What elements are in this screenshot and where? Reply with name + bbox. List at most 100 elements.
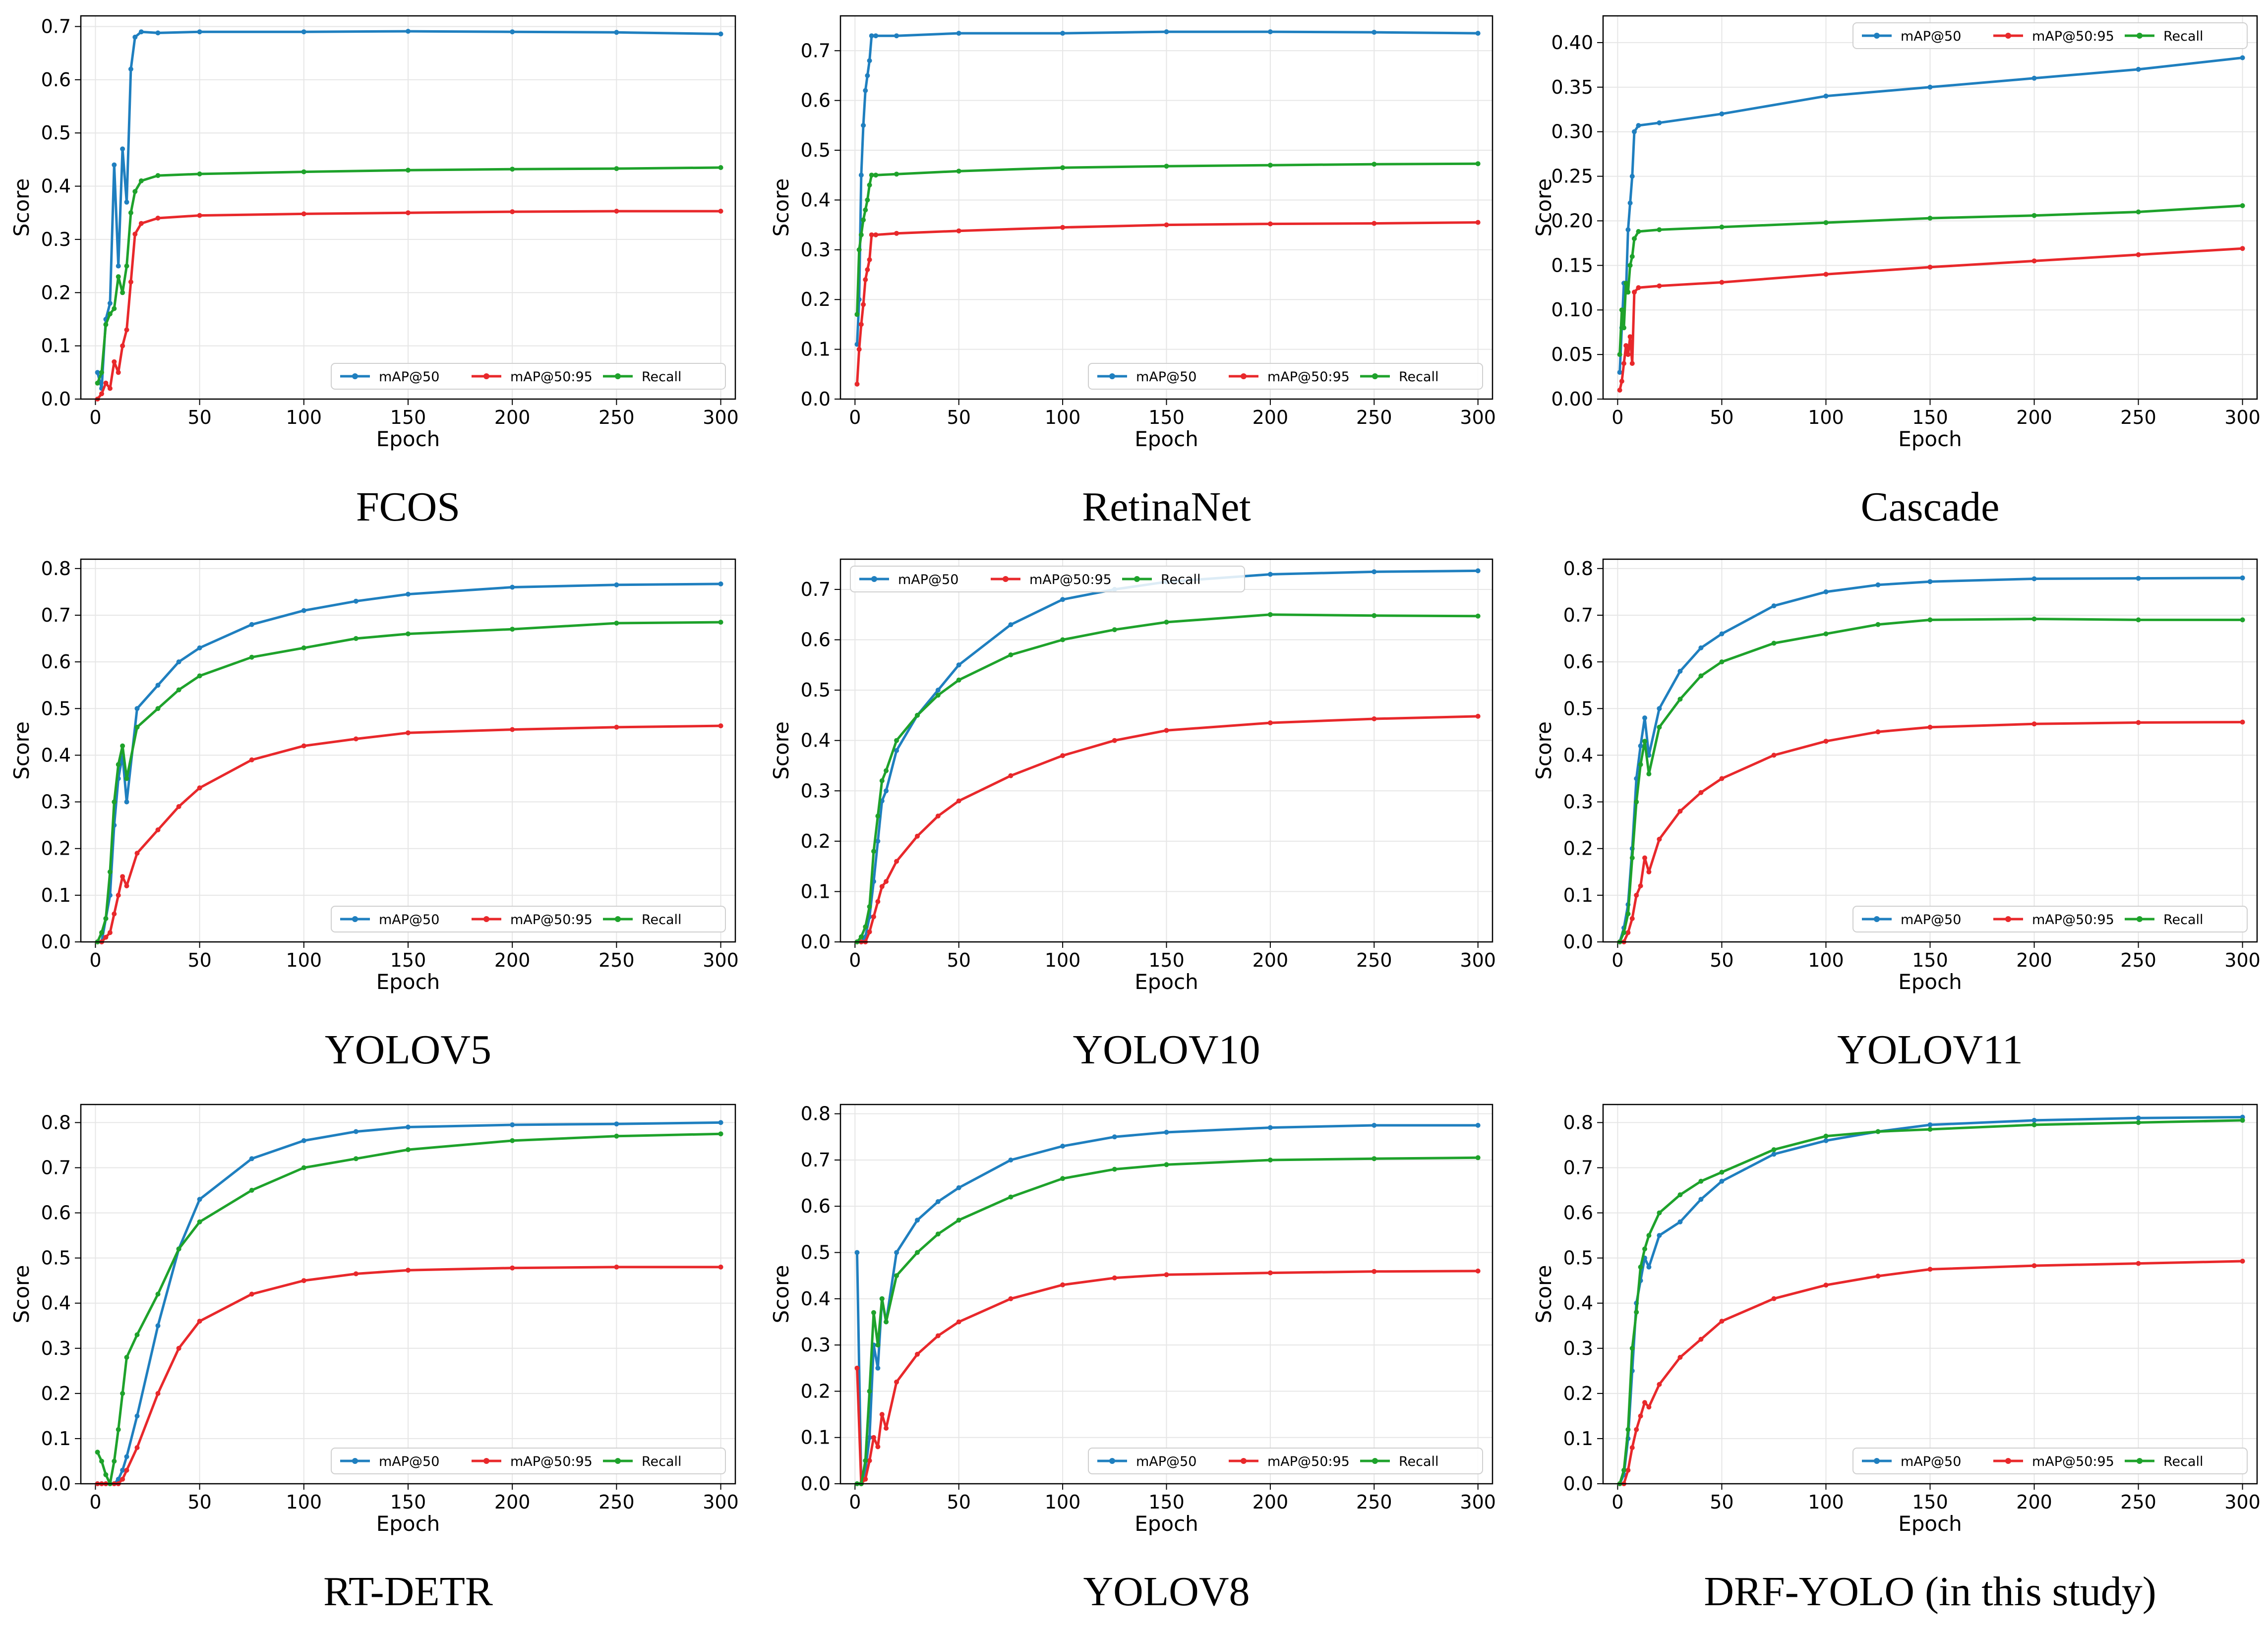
y-tick-label: 0.1 (801, 339, 831, 360)
plot-frame (80, 558, 736, 943)
y-tick-label: 0.4 (41, 1292, 71, 1314)
y-tick-label: 0.3 (1563, 791, 1593, 813)
x-tick-label: 200 (494, 949, 531, 971)
legend-swatch-marker (2005, 33, 2011, 39)
x-axis-label: Epoch (376, 970, 440, 994)
data-point-map-50-95 (176, 804, 181, 809)
data-point-map-50 (1927, 1122, 1933, 1127)
data-point-map-50-95 (1698, 1337, 1704, 1342)
legend-swatch-marker (483, 373, 489, 379)
data-point-recall (867, 904, 872, 909)
data-point-recall (1475, 1155, 1481, 1161)
legend-swatch-marker (2005, 916, 2011, 922)
data-point-recall (155, 173, 161, 178)
data-point-map-50-95 (884, 879, 889, 884)
x-tick-label: 250 (598, 1491, 635, 1513)
data-point-map-50-95 (120, 874, 125, 879)
data-point-recall (1634, 799, 1639, 805)
legend-label: Recall (1399, 369, 1439, 385)
data-point-map-50-95 (718, 1264, 723, 1270)
x-tick-label: 200 (2016, 1491, 2052, 1513)
data-point-recall (1642, 739, 1647, 744)
data-point-map-50-95 (614, 724, 619, 730)
data-point-recall (103, 916, 109, 921)
data-point-recall (879, 1296, 885, 1301)
data-point-map-50-95 (132, 232, 138, 237)
data-point-map-50-95 (301, 743, 306, 749)
y-axis-label: Score (1532, 721, 1556, 780)
data-point-map-50 (155, 1323, 161, 1329)
y-tick-label: 0.0 (1563, 1473, 1593, 1495)
data-point-map-50-95 (1646, 869, 1652, 874)
data-point-map-50-95 (107, 386, 113, 391)
data-point-recall (871, 1310, 876, 1315)
data-point-map-50-95 (1642, 855, 1647, 861)
legend-label: mAP@50:95 (1267, 1454, 1350, 1469)
x-tick-label: 300 (703, 1491, 739, 1513)
data-point-map-50 (134, 1413, 140, 1419)
y-tick-label: 0.3 (801, 239, 831, 261)
data-point-map-50-95 (915, 833, 920, 839)
x-axis-label: Epoch (1134, 427, 1198, 451)
data-point-map-50 (1677, 669, 1683, 674)
y-axis-label: Score (769, 721, 793, 780)
legend-swatch-marker (2137, 33, 2143, 39)
data-point-recall (99, 370, 104, 375)
data-point-map-50-95 (1625, 930, 1631, 935)
data-point-recall (1372, 613, 1377, 618)
data-point-map-50 (1475, 31, 1481, 36)
data-point-recall (894, 738, 899, 743)
data-point-map-50-95 (1627, 334, 1633, 340)
data-point-map-50-95 (406, 730, 411, 736)
data-point-map-50 (120, 1467, 125, 1473)
data-point-map-50-95 (1642, 1400, 1647, 1405)
data-point-map-50-95 (956, 1319, 961, 1325)
y-tick-label: 0.6 (1563, 1202, 1593, 1224)
data-point-map-50-95 (1008, 1296, 1014, 1301)
data-point-map-50 (1372, 1123, 1377, 1128)
x-tick-label: 300 (2224, 1491, 2261, 1513)
y-tick-label: 0.7 (41, 604, 71, 626)
x-tick-label: 150 (1912, 1491, 1948, 1513)
data-point-map-50-95 (176, 1345, 181, 1351)
data-point-map-50 (1698, 1197, 1704, 1202)
data-point-map-50 (1927, 579, 1933, 584)
series-line-recall (1618, 204, 2243, 355)
data-point-recall (863, 1458, 868, 1463)
data-point-map-50-95 (858, 322, 864, 327)
data-point-recall (1629, 1345, 1635, 1351)
x-tick-label: 0 (89, 407, 101, 428)
data-point-map-50-95 (614, 1264, 619, 1270)
y-tick-label: 0.1 (801, 1427, 831, 1449)
y-tick-label: 0.5 (801, 139, 831, 161)
data-point-recall (1677, 1192, 1683, 1198)
legend-swatch-marker (1241, 373, 1247, 379)
x-tick-label: 0 (849, 949, 861, 971)
y-tick-label: 0.1 (1563, 1428, 1593, 1450)
data-point-map-50-95 (1112, 738, 1117, 743)
plot-frame (80, 15, 736, 400)
data-point-map-50 (134, 706, 140, 711)
y-tick-label: 0.6 (801, 90, 831, 112)
legend-swatch-marker (2137, 1458, 2143, 1464)
data-point-map-50-95 (116, 892, 121, 898)
data-point-recall (103, 322, 109, 327)
data-point-recall (134, 724, 140, 730)
data-point-map-50 (1475, 1123, 1481, 1128)
series-line-map-50-95 (1618, 247, 2243, 391)
data-point-recall (614, 1133, 619, 1139)
data-point-map-50-95 (915, 1351, 920, 1357)
data-point-recall (875, 1342, 881, 1348)
legend-label: Recall (1161, 572, 1201, 587)
data-point-map-50 (894, 748, 899, 753)
data-point-map-50-95 (1638, 1413, 1643, 1419)
legend-label: mAP@50:95 (510, 912, 593, 928)
y-tick-label: 0.4 (41, 744, 71, 766)
data-point-map-50-95 (1634, 892, 1639, 898)
legend-label: mAP@50 (1901, 29, 1961, 44)
legend-label: Recall (642, 1454, 682, 1469)
data-point-map-50-95 (103, 380, 109, 386)
x-tick-label: 300 (1460, 949, 1496, 971)
data-point-map-50-95 (879, 1412, 885, 1417)
data-point-recall (894, 1273, 899, 1279)
